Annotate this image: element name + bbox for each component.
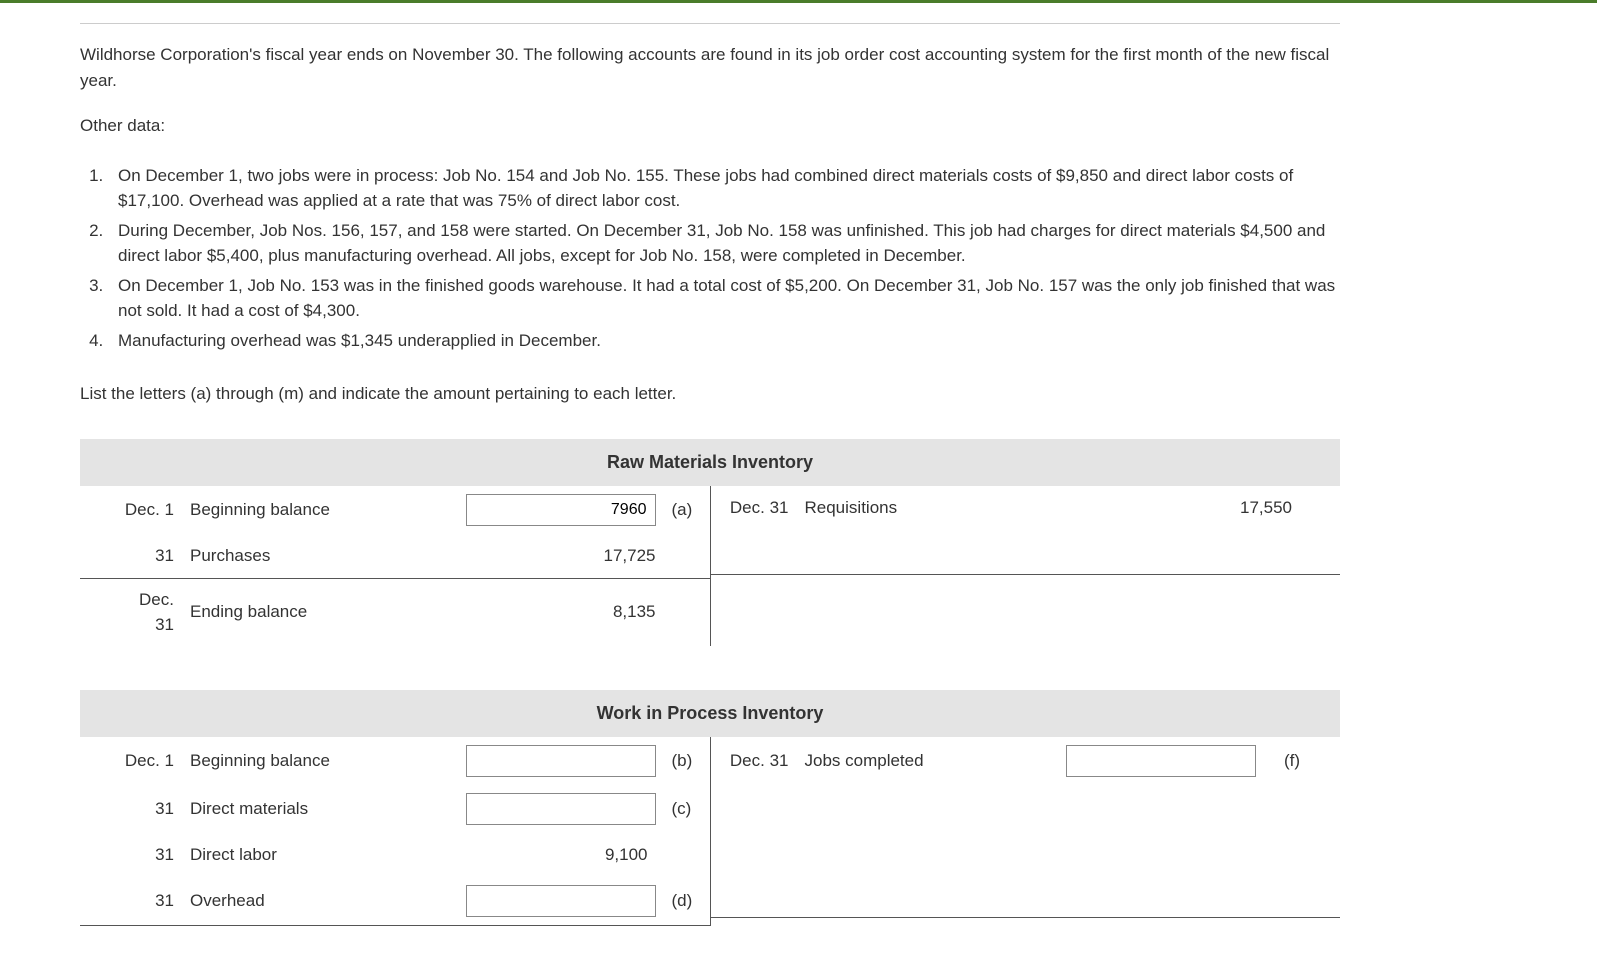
- rmi-end-desc: Ending balance: [190, 599, 454, 625]
- rmi-beg-date: Dec. 1: [120, 497, 190, 523]
- rmi-row-requisitions: Dec. 31 Requisitions 17,550: [711, 486, 1341, 530]
- rmi-req-desc: Requisitions: [805, 495, 1151, 521]
- data-item-4: Manufacturing overhead was $1,345 undera…: [108, 328, 1340, 354]
- rmi-end-val: 8,135: [454, 599, 664, 625]
- data-item-1: On December 1, two jobs were in process:…: [108, 163, 1340, 214]
- data-item-3: On December 1, Job No. 153 was in the fi…: [108, 273, 1340, 324]
- wip-row-dm: 31 Direct materials (c): [80, 785, 710, 833]
- wip-jc-desc: Jobs completed: [805, 748, 1055, 774]
- top-rule: [80, 23, 1340, 24]
- rmi-row-beginning: Dec. 1 Beginning balance (a): [80, 486, 710, 534]
- wip-beg-input[interactable]: [466, 745, 656, 777]
- wip-oh-date: 31: [120, 888, 190, 914]
- wip-oh-desc: Overhead: [190, 888, 454, 914]
- rmi-beg-letter: (a): [664, 497, 700, 523]
- wip-dm-input[interactable]: [466, 793, 656, 825]
- wip-right-divider: [711, 917, 1341, 918]
- rmi-purch-val: 17,725: [454, 543, 664, 569]
- wip-row-beginning: Dec. 1 Beginning balance (b): [80, 737, 710, 785]
- wip-dl-desc: Direct labor: [190, 842, 454, 868]
- wip-credit-side: Dec. 31 Jobs completed (f): [711, 737, 1341, 926]
- rmi-row-ending: Dec. 31 Ending balance 8,135: [80, 579, 710, 646]
- data-item-2: During December, Job Nos. 156, 157, and …: [108, 218, 1340, 269]
- wip-row-oh: 31 Overhead (d): [80, 877, 710, 925]
- rmi-beg-input[interactable]: [466, 494, 656, 526]
- wip-beg-date: Dec. 1: [120, 748, 190, 774]
- wip-row-dl: 31 Direct labor 9,100: [80, 833, 710, 877]
- wip-dl-date: 31: [120, 842, 190, 868]
- wip-jc-letter: (f): [1264, 748, 1300, 774]
- wip-jc-input[interactable]: [1066, 745, 1256, 777]
- rmi-purch-date: 31: [120, 543, 190, 569]
- wip-jc-date: Dec. 31: [725, 748, 805, 774]
- rmi-req-date: Dec. 31: [725, 495, 805, 521]
- wip-beg-desc: Beginning balance: [190, 748, 454, 774]
- intro-text: Wildhorse Corporation's fiscal year ends…: [80, 42, 1340, 93]
- wip-dm-desc: Direct materials: [190, 796, 454, 822]
- rmi-req-val: 17,550: [1150, 495, 1300, 521]
- other-data-list: On December 1, two jobs were in process:…: [80, 163, 1340, 354]
- t-header-rmi: Raw Materials Inventory: [80, 439, 1340, 486]
- wip-beg-letter: (b): [664, 748, 700, 774]
- wip-dm-letter: (c): [664, 796, 700, 822]
- wip-dl-val: 9,100: [454, 842, 664, 868]
- rmi-debit-side: Dec. 1 Beginning balance (a) 31 Purchase…: [80, 486, 711, 646]
- t-header-wip: Work in Process Inventory: [80, 690, 1340, 737]
- rmi-credit-side: Dec. 31 Requisitions 17,550: [711, 486, 1341, 646]
- other-data-label: Other data:: [80, 113, 1340, 139]
- t-account-wip: Work in Process Inventory Dec. 1 Beginni…: [80, 690, 1340, 926]
- wip-row-jobs-completed: Dec. 31 Jobs completed (f): [711, 737, 1341, 785]
- page-content: Wildhorse Corporation's fiscal year ends…: [0, 3, 1420, 955]
- scroll-viewport[interactable]: Wildhorse Corporation's fiscal year ends…: [0, 3, 1597, 955]
- wip-left-divider: [80, 925, 710, 926]
- wip-debit-side: Dec. 1 Beginning balance (b) 31 Direct m…: [80, 737, 711, 926]
- wip-dm-date: 31: [120, 796, 190, 822]
- t-account-raw-materials: Raw Materials Inventory Dec. 1 Beginning…: [80, 439, 1340, 646]
- wip-oh-input[interactable]: [466, 885, 656, 917]
- rmi-beg-desc: Beginning balance: [190, 497, 454, 523]
- instruction-text: List the letters (a) through (m) and ind…: [80, 381, 1340, 407]
- rmi-purch-desc: Purchases: [190, 543, 454, 569]
- rmi-right-divider: [711, 574, 1341, 575]
- rmi-row-purchases: 31 Purchases 17,725: [80, 534, 710, 578]
- rmi-end-date: Dec. 31: [120, 587, 190, 638]
- wip-oh-letter: (d): [664, 888, 700, 914]
